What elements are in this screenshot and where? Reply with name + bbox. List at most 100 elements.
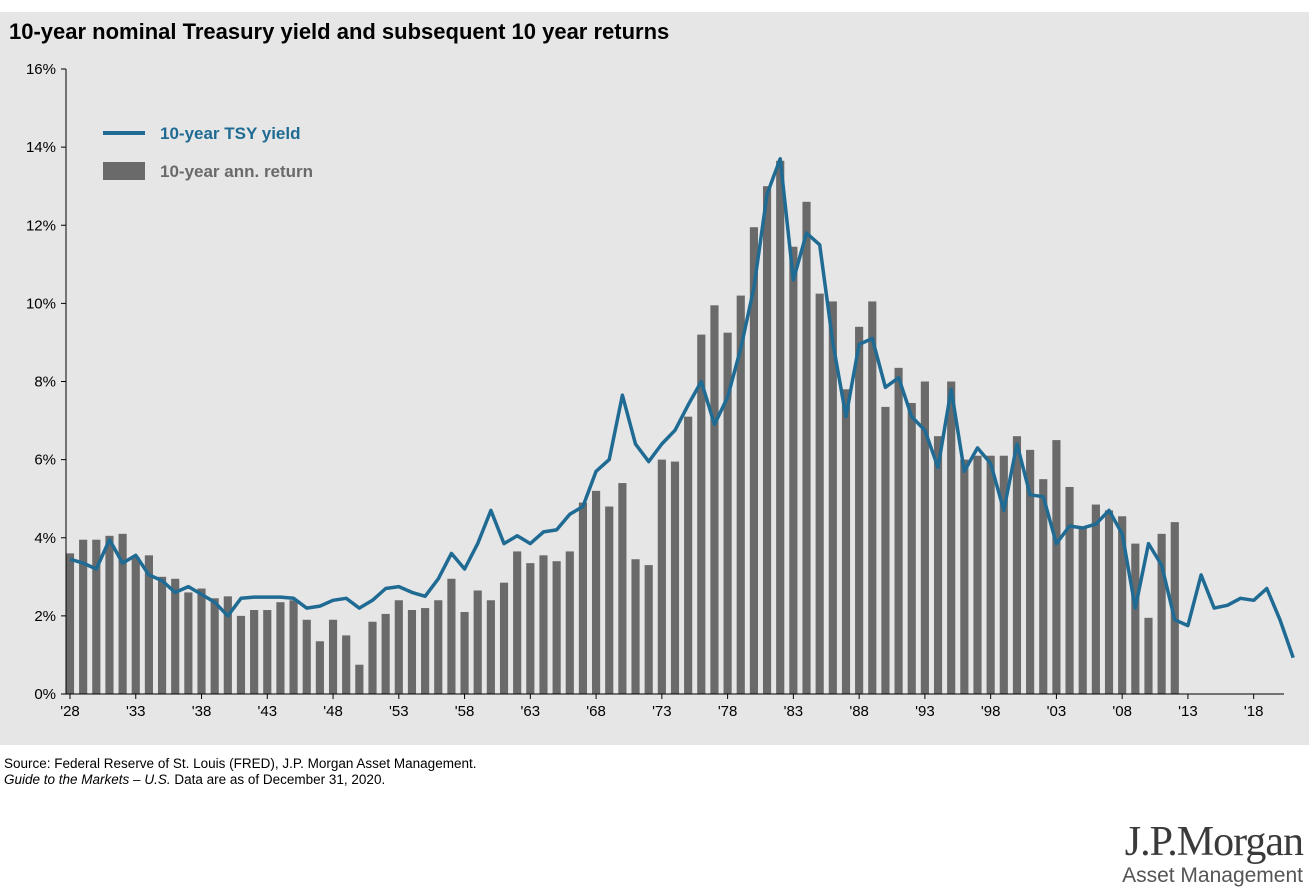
return-bar: [473, 590, 482, 694]
legend-bar-swatch: [103, 162, 145, 180]
return-bar: [1144, 617, 1153, 694]
return-bar: [1012, 436, 1022, 694]
chart-title: 10-year nominal Treasury yield and subse…: [9, 19, 670, 44]
chart-svg: 0% 2% 4% 6% 8% 10% 12% 14% 16% '28 '33 '38 '43 '48 '53…: [26, 61, 1295, 720]
x-tick-label: '78: [718, 703, 738, 720]
return-bar: [710, 305, 719, 694]
return-bar: [841, 389, 851, 694]
return-bar: [263, 610, 272, 694]
x-tick-label: '93: [915, 703, 935, 720]
x-tick-label: '03: [1047, 703, 1067, 720]
return-bar: [315, 641, 324, 694]
return-bar: [302, 619, 311, 694]
return-bar: [618, 483, 627, 694]
return-bar: [460, 611, 469, 694]
return-bar: [447, 578, 456, 694]
return-bar: [184, 592, 193, 694]
return-bar: [328, 619, 338, 694]
x-tick-label: '28: [60, 703, 80, 720]
jpmorgan-logo: J.P.Morgan: [1124, 819, 1304, 865]
return-bar: [907, 402, 916, 694]
return-bar: [789, 246, 798, 694]
guide-note: Guide to the Markets – U.S. Data are as …: [4, 772, 385, 787]
return-bar: [1118, 516, 1127, 694]
return-bar: [802, 201, 811, 694]
return-bar: [250, 610, 259, 694]
x-tick-label: '33: [126, 703, 146, 720]
y-tick-label: 8%: [34, 374, 56, 391]
return-bar: [1052, 440, 1061, 694]
x-tick-label: '88: [849, 703, 869, 720]
return-bar: [342, 635, 351, 694]
guide-title: Guide to the Markets – U.S.: [4, 772, 171, 787]
x-tick-label: '43: [258, 703, 278, 720]
return-bar: [157, 576, 167, 694]
return-bar: [1039, 479, 1048, 694]
x-tick-label: '83: [784, 703, 804, 720]
return-bar: [210, 598, 219, 694]
return-bar: [973, 455, 982, 694]
x-tick-label: '53: [389, 703, 409, 720]
return-bar: [421, 608, 430, 694]
return-bar: [434, 600, 443, 694]
return-bar: [999, 455, 1008, 694]
return-bar: [236, 615, 246, 694]
legend-yield-label: 10-year TSY yield: [160, 124, 301, 143]
return-bar: [144, 555, 153, 694]
return-bar: [79, 539, 88, 694]
return-bar: [749, 227, 758, 694]
x-tick-label: '38: [192, 703, 212, 720]
return-bar: [762, 186, 772, 694]
return-bar: [855, 326, 864, 694]
return-bar: [657, 459, 666, 694]
y-tick-label: 6%: [34, 452, 56, 469]
return-bar: [368, 621, 377, 694]
return-bar: [526, 563, 535, 694]
y-tick-label: 2%: [34, 608, 56, 625]
return-bar: [776, 160, 785, 694]
asset-management-logo: Asset Management: [1122, 864, 1303, 887]
legend-return-label: 10-year ann. return: [160, 162, 313, 181]
return-bar: [394, 600, 403, 694]
return-bar: [486, 600, 495, 694]
return-bar: [578, 502, 588, 694]
return-bar: [499, 582, 509, 694]
x-tick-label: '48: [323, 703, 343, 720]
y-tick-label: 16%: [26, 61, 56, 78]
return-bar: [565, 551, 574, 694]
return-bar: [868, 301, 877, 694]
x-tick-label: '73: [652, 703, 672, 720]
return-bar: [644, 565, 653, 694]
return-bar: [723, 332, 732, 694]
return-bar: [684, 416, 693, 694]
y-tick-label: 0%: [34, 686, 56, 703]
x-tick-label: '18: [1244, 703, 1264, 720]
return-bar: [1065, 486, 1074, 694]
return-bar: [105, 535, 114, 694]
return-bar: [592, 490, 601, 694]
return-bar: [605, 506, 614, 694]
return-bar: [670, 461, 680, 694]
return-bar: [223, 596, 232, 694]
return-bar: [289, 600, 298, 694]
data-as-of: Data are as of December 31, 2020.: [170, 772, 386, 787]
return-bar: [697, 334, 706, 694]
return-bar: [736, 295, 745, 694]
x-tick-label: '63: [521, 703, 541, 720]
return-bar: [1157, 533, 1166, 694]
return-bar: [947, 381, 956, 694]
return-bar: [960, 459, 969, 694]
return-bar: [407, 610, 417, 694]
return-bar: [1026, 449, 1035, 694]
return-bar: [513, 551, 522, 694]
x-tick-label: '98: [981, 703, 1001, 720]
source-note: Source: Federal Reserve of St. Louis (FR…: [4, 756, 477, 771]
return-bar: [171, 578, 180, 694]
return-bar: [894, 367, 903, 694]
return-bar: [631, 559, 640, 694]
return-bar: [933, 436, 943, 694]
return-bar: [986, 455, 995, 694]
x-tick-label: '13: [1178, 703, 1198, 720]
return-bar: [552, 561, 561, 694]
return-bar: [65, 553, 75, 694]
